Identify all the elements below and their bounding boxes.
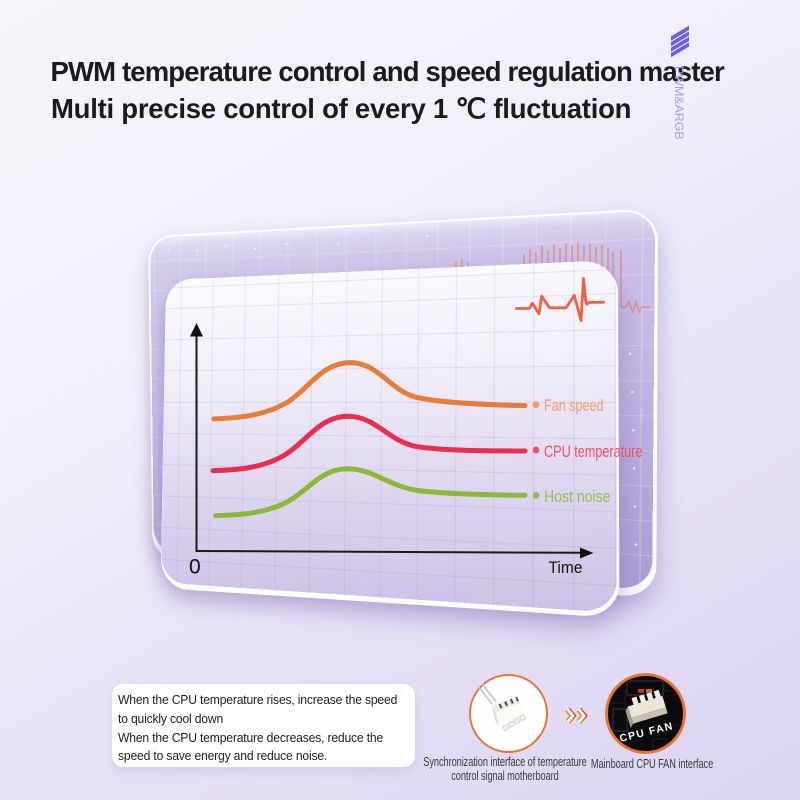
svg-text:Host noise: Host noise: [544, 488, 611, 506]
svg-text:Fan speed: Fan speed: [544, 397, 604, 415]
svg-text:Time: Time: [549, 558, 583, 577]
svg-text:CPU temperature: CPU temperature: [544, 443, 643, 461]
svg-text:0: 0: [189, 556, 201, 579]
